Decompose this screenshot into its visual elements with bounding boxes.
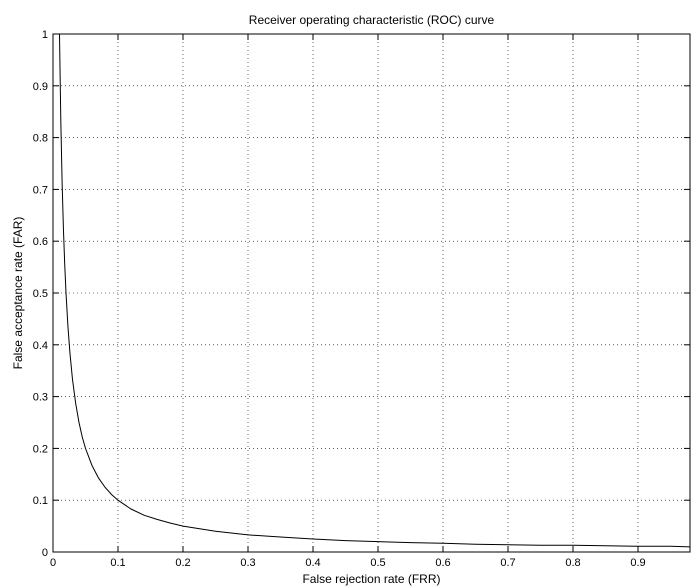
- x-tick-label: 0.8: [565, 557, 580, 569]
- y-tick-label: 0.9: [33, 81, 48, 93]
- chart-title: Receiver operating characteristic (ROC) …: [249, 13, 495, 27]
- x-tick-label: 0: [50, 557, 56, 569]
- y-tick-label: 0.7: [33, 184, 48, 196]
- y-tick-label: 0.4: [33, 340, 48, 352]
- x-tick-label: 0.4: [305, 557, 320, 569]
- x-tick-label: 0.6: [435, 557, 450, 569]
- y-tick-label: 1: [42, 29, 48, 41]
- y-tick-label: 0.3: [33, 392, 48, 404]
- y-tick-label: 0.5: [33, 288, 48, 300]
- axis-ticks: [52, 33, 690, 553]
- series-layer: [59, 33, 691, 548]
- y-tick-label: 0: [42, 547, 48, 559]
- x-axis-title: False rejection rate (FRR): [302, 572, 440, 586]
- x-axis-tick-labels: 0 0.1 0.2 0.3 0.4 0.5 0.6 0.7 0.8 0.9: [50, 557, 646, 569]
- y-tick-label: 0.2: [33, 443, 48, 455]
- x-tick-label: 0.7: [500, 557, 515, 569]
- y-axis-title: False acceptance rate (FAR): [11, 217, 25, 370]
- x-tick-label: 0.3: [240, 557, 255, 569]
- y-tick-label: 0.1: [33, 495, 48, 507]
- plot-frame: [52, 33, 691, 553]
- roc-curve-line: [59, 33, 691, 548]
- y-tick-label: 0.6: [33, 236, 48, 248]
- y-tick-label: 0.8: [33, 133, 48, 145]
- y-axis-tick-labels: 0 0.1 0.2 0.3 0.4 0.5 0.6 0.7 0.8 0.9 1: [33, 29, 48, 559]
- x-tick-label: 0.5: [370, 557, 385, 569]
- x-tick-label: 0.9: [630, 557, 645, 569]
- x-tick-label: 0.2: [175, 557, 190, 569]
- x-tick-label: 0.1: [110, 557, 125, 569]
